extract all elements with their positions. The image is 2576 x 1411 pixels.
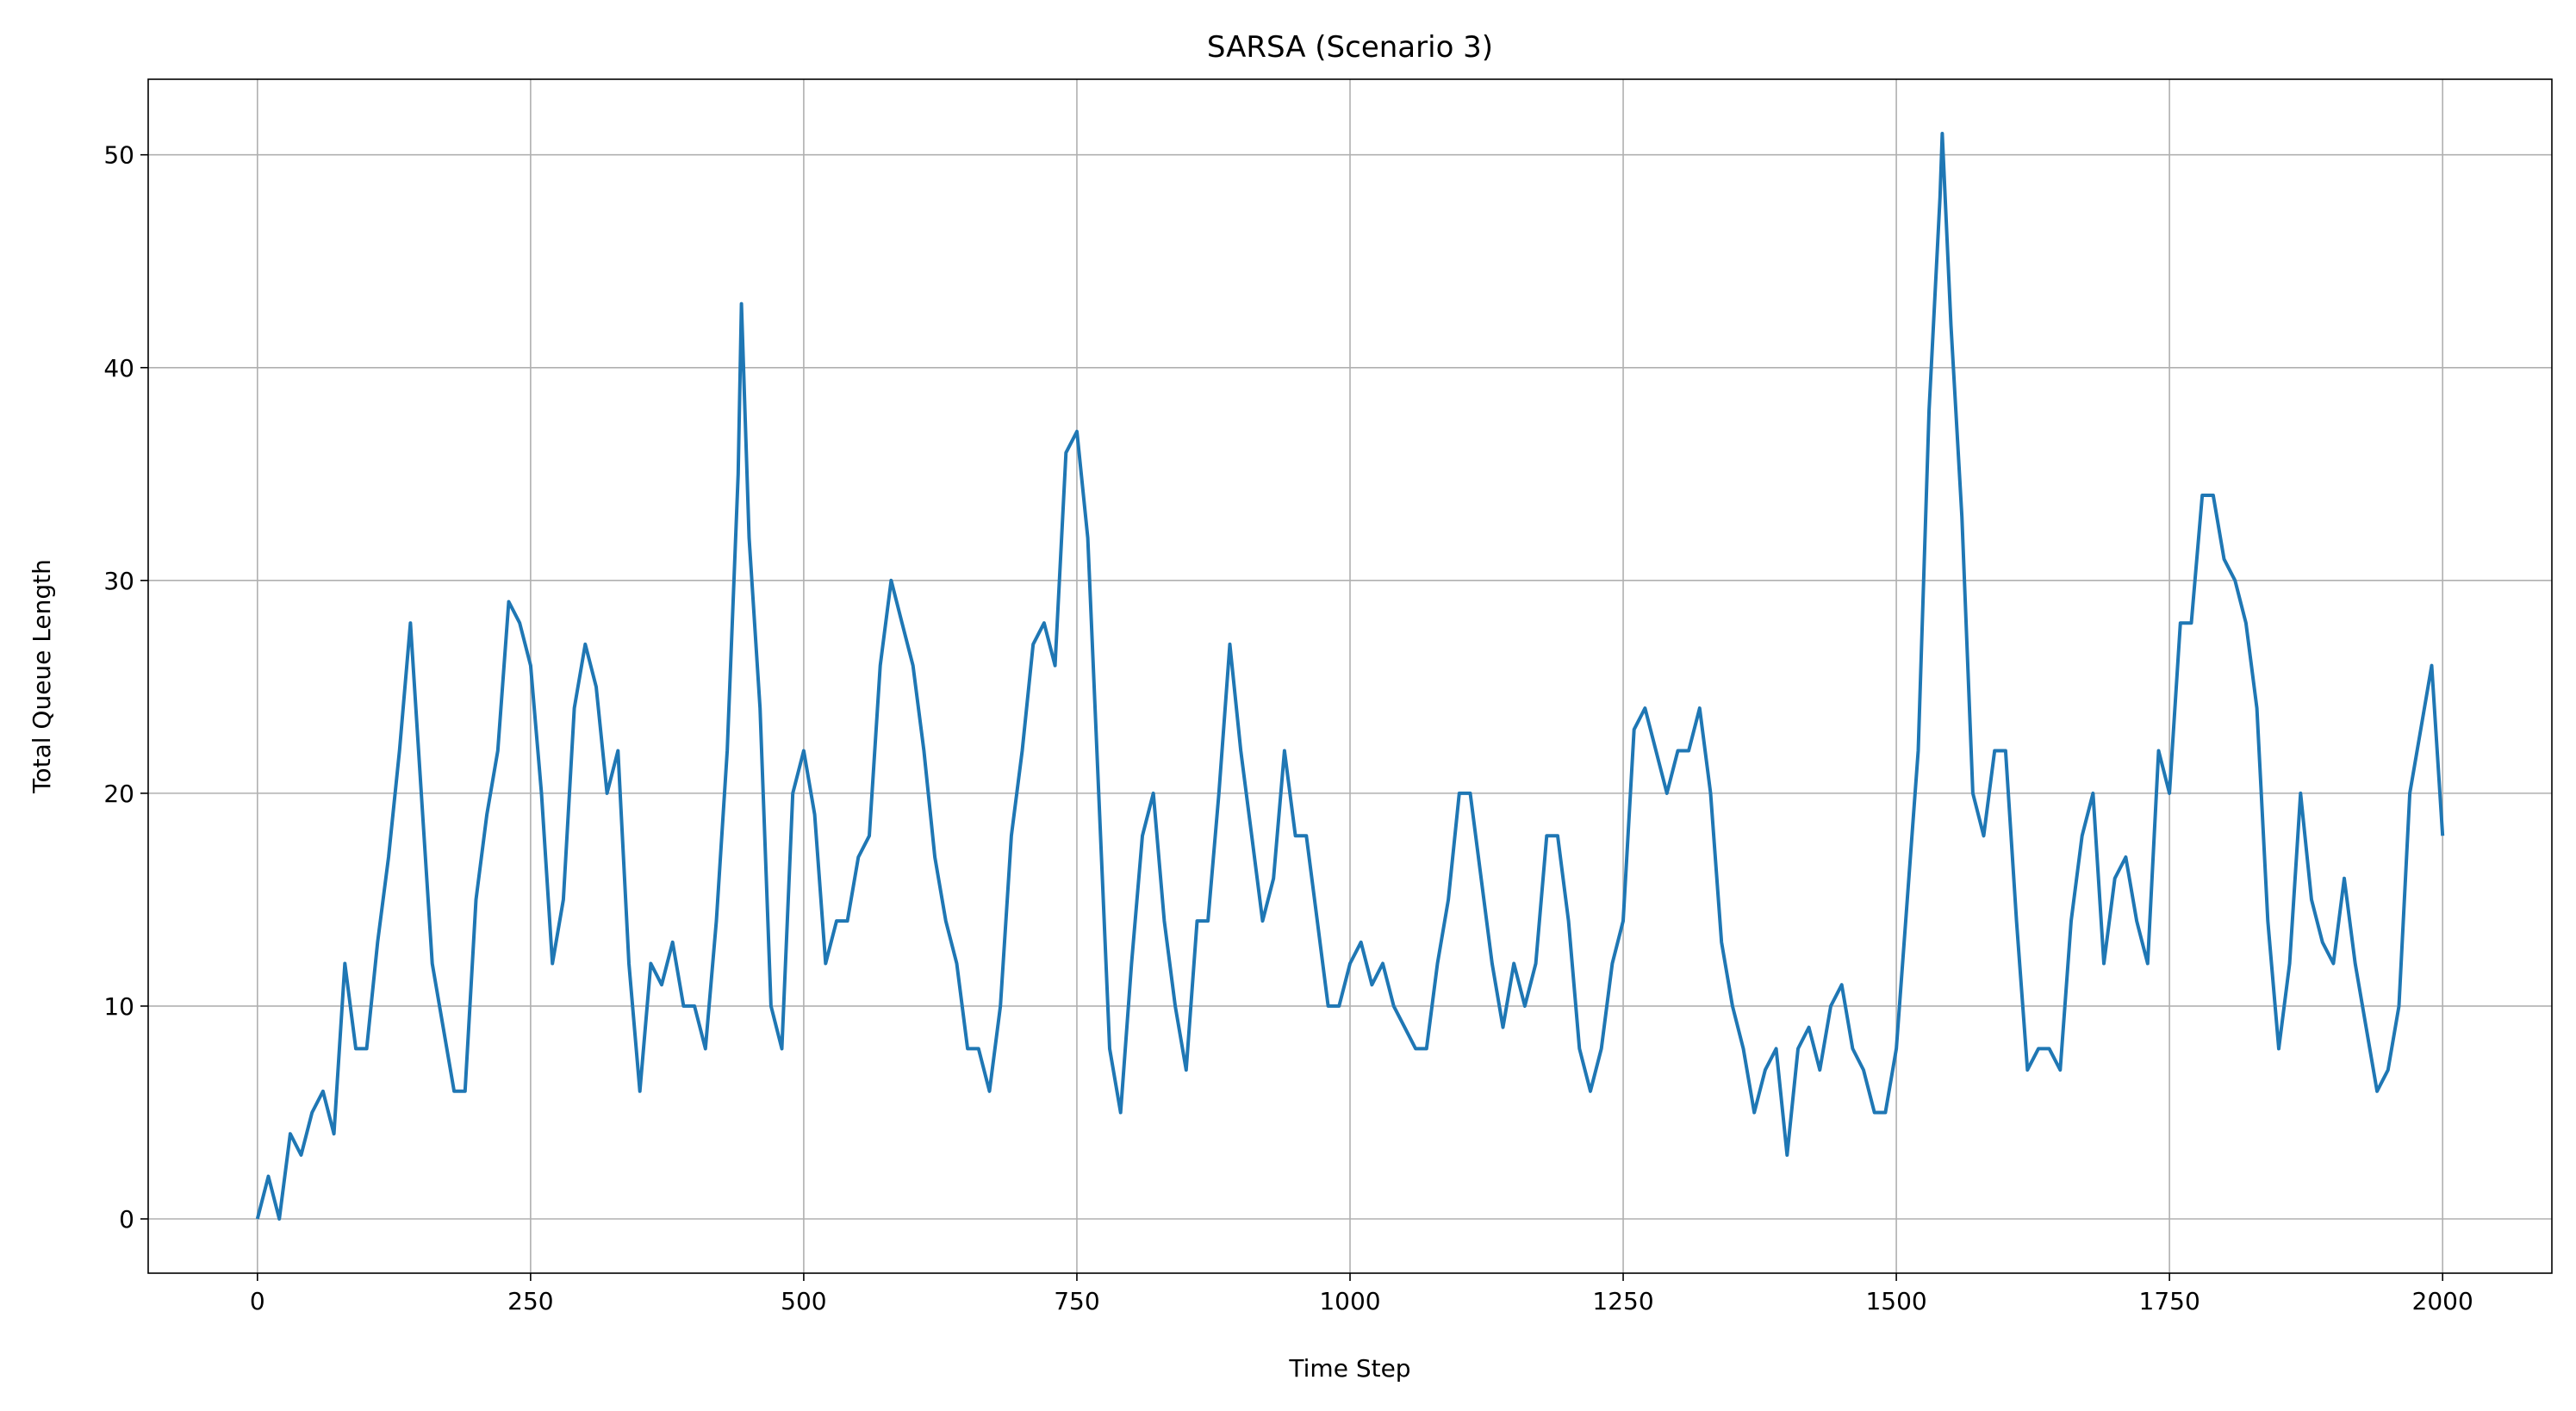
chart-title: SARSA (Scenario 3) xyxy=(1207,30,1493,65)
y-tick-label: 50 xyxy=(103,141,134,170)
x-tick-label: 500 xyxy=(781,1287,826,1315)
y-tick-label: 30 xyxy=(103,567,134,595)
y-tick-label: 10 xyxy=(103,992,134,1021)
x-tick-label: 1250 xyxy=(1592,1287,1653,1315)
x-tick-label: 2000 xyxy=(2412,1287,2473,1315)
x-tick-label: 250 xyxy=(507,1287,553,1315)
y-tick-label: 20 xyxy=(103,780,134,808)
x-tick-label: 1000 xyxy=(1319,1287,1380,1315)
y-tick-label: 40 xyxy=(103,354,134,382)
x-tick-label: 1750 xyxy=(2139,1287,2200,1315)
plot-frame xyxy=(147,78,2553,1274)
y-tick-label: 0 xyxy=(119,1205,134,1234)
data-line xyxy=(255,132,2445,1221)
x-tick-label: 1500 xyxy=(1865,1287,1926,1315)
x-axis-label: Time Step xyxy=(1288,1354,1410,1383)
y-axis-label: Total Queue Length xyxy=(28,559,56,794)
x-tick-label: 0 xyxy=(250,1287,265,1315)
x-tick-label: 750 xyxy=(1054,1287,1099,1315)
